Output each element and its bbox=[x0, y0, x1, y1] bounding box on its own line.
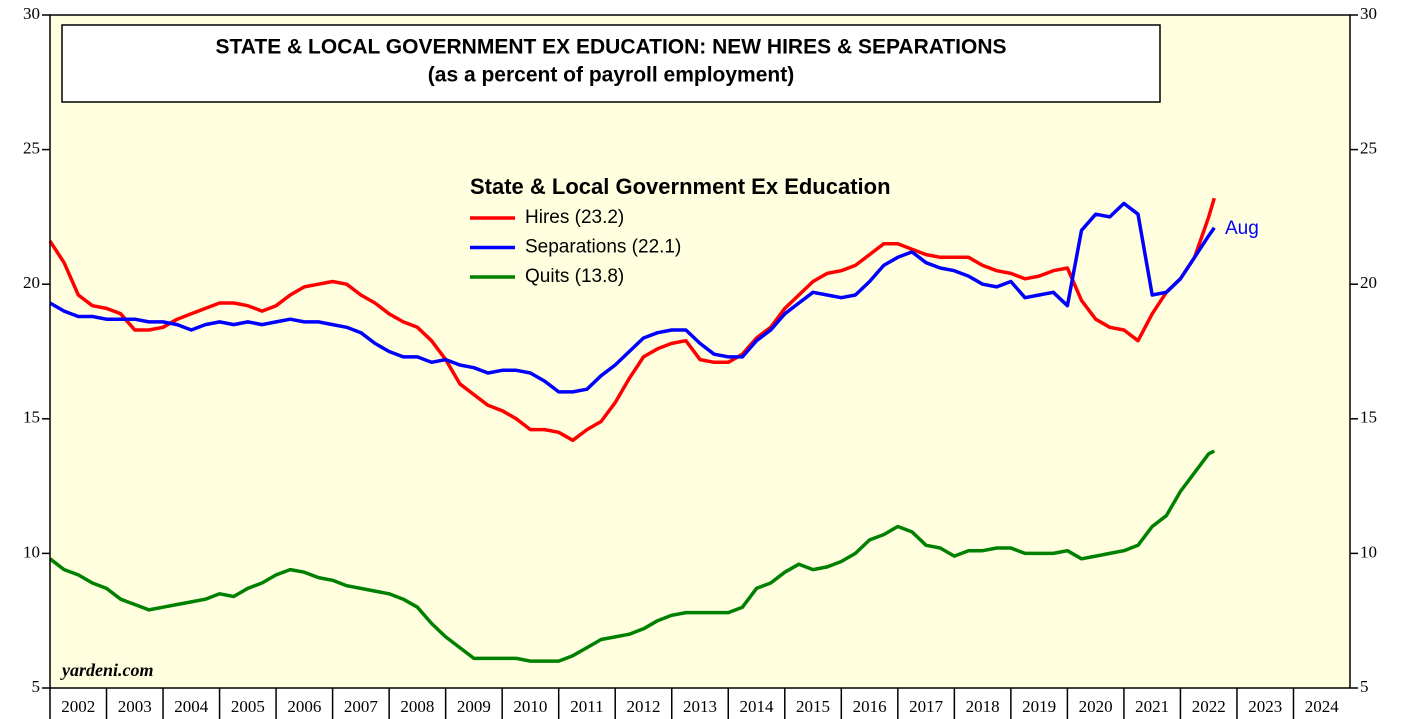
y2-tick-label: 25 bbox=[1360, 139, 1377, 158]
y2-tick-label: 15 bbox=[1360, 408, 1377, 427]
x-tick-label: 2017 bbox=[909, 697, 944, 716]
y-tick-label: 30 bbox=[23, 4, 40, 23]
x-tick-label: 2011 bbox=[570, 697, 603, 716]
x-tick-label: 2019 bbox=[1022, 697, 1056, 716]
x-tick-label: 2012 bbox=[626, 697, 660, 716]
series-line bbox=[48, 197, 1216, 443]
x-tick-label: 2008 bbox=[400, 697, 434, 716]
legend-title: State & Local Government Ex Education bbox=[470, 174, 891, 199]
x-tick-label: 2009 bbox=[457, 697, 491, 716]
x-tick-label: 2015 bbox=[796, 697, 830, 716]
x-tick-label: 2018 bbox=[966, 697, 1000, 716]
plot-frame bbox=[49, 14, 1351, 689]
x-tick-label: 2004 bbox=[174, 697, 209, 716]
legend-label: Separations (22.1) bbox=[525, 237, 681, 258]
y2-tick-label: 20 bbox=[1360, 273, 1377, 292]
x-tick-label: 2022 bbox=[1192, 697, 1226, 716]
chart-title: STATE & LOCAL GOVERNMENT EX EDUCATION: N… bbox=[215, 36, 1006, 59]
y-tick-label: 15 bbox=[23, 408, 40, 427]
x-tick-label: 2023 bbox=[1248, 697, 1282, 716]
x-tick-label: 2002 bbox=[61, 697, 95, 716]
y-tick-label: 5 bbox=[32, 677, 41, 696]
series-line bbox=[49, 201, 1216, 394]
x-tick-label: 2016 bbox=[853, 697, 887, 716]
y-tick-label: 10 bbox=[23, 542, 40, 561]
x-tick-label: 2021 bbox=[1135, 697, 1169, 716]
legend-label: Hires (23.2) bbox=[525, 207, 624, 228]
x-tick-label: 2020 bbox=[1079, 697, 1113, 716]
x-tick-label: 2014 bbox=[740, 697, 775, 716]
y-tick-label: 25 bbox=[23, 139, 40, 158]
chart-subtitle: (as a percent of payroll employment) bbox=[428, 64, 794, 87]
x-tick-label: 2003 bbox=[118, 697, 152, 716]
legend-label: Quits (13.8) bbox=[525, 266, 624, 287]
x-tick-label: 2024 bbox=[1305, 697, 1340, 716]
y2-tick-label: 5 bbox=[1360, 677, 1369, 696]
y2-tick-label: 30 bbox=[1360, 4, 1377, 23]
annotation: Aug bbox=[1225, 218, 1259, 239]
x-tick-label: 2006 bbox=[287, 697, 321, 716]
watermark: yardeni.com bbox=[60, 660, 154, 680]
title-box bbox=[61, 24, 1161, 103]
y2-tick-label: 10 bbox=[1360, 542, 1377, 561]
x-tick-label: 2007 bbox=[344, 697, 379, 716]
x-tick-label: 2013 bbox=[683, 697, 717, 716]
x-tick-label: 2010 bbox=[513, 697, 547, 716]
x-tick-label: 2005 bbox=[231, 697, 265, 716]
plot-area bbox=[50, 15, 1350, 688]
series-line bbox=[48, 449, 1216, 663]
y-tick-label: 20 bbox=[23, 273, 40, 292]
